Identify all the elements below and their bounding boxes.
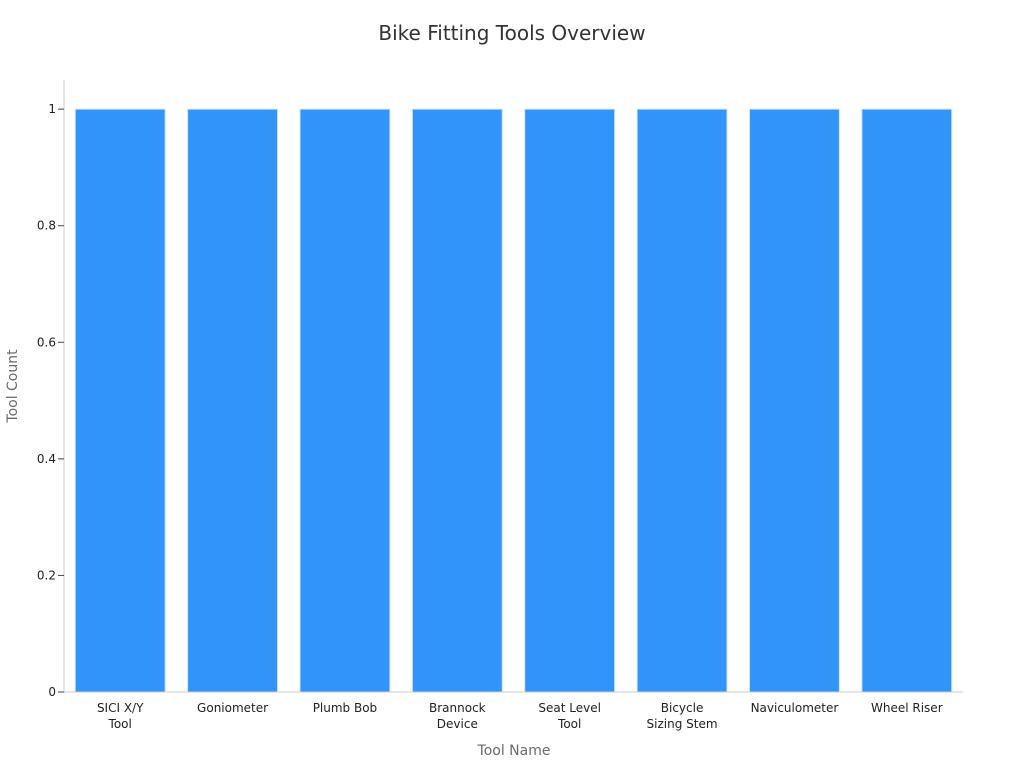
bar-5 xyxy=(636,108,728,693)
bar-6 xyxy=(748,108,840,693)
y-tick-label-0: 0 xyxy=(48,685,56,699)
bar-7 xyxy=(861,108,953,693)
x-tick-label-5: Bicycle Sizing Stem xyxy=(647,701,718,731)
y-tick-label-2: 0.4 xyxy=(37,452,56,466)
x-tick-label-1: Goniometer xyxy=(197,701,268,715)
x-axis-title: Tool Name xyxy=(477,743,551,759)
bar-2 xyxy=(299,108,391,693)
x-tick-label-4: Seat Level Tool xyxy=(538,701,601,731)
x-tick-label-7: Wheel Riser xyxy=(871,701,943,715)
plot-area xyxy=(74,108,953,693)
x-tick-label-0: SICI X/Y Tool xyxy=(97,701,144,731)
chart-title: Bike Fitting Tools Overview xyxy=(378,21,645,45)
bar-1 xyxy=(187,108,279,693)
x-tick-label-2: Plumb Bob xyxy=(313,701,378,715)
y-tick-label-4: 0.8 xyxy=(37,219,56,233)
y-tick-label-3: 0.6 xyxy=(37,335,56,349)
bar-0 xyxy=(74,108,166,693)
y-tick-label-5: 1 xyxy=(48,102,56,116)
y-tick-label-1: 0.2 xyxy=(37,568,56,582)
x-tick-label-3: Brannock Device xyxy=(429,701,486,731)
bar-4 xyxy=(524,108,616,693)
y-axis-title: Tool Count xyxy=(5,349,21,424)
bar-3 xyxy=(411,108,503,693)
x-tick-label-6: Naviculometer xyxy=(751,701,839,715)
